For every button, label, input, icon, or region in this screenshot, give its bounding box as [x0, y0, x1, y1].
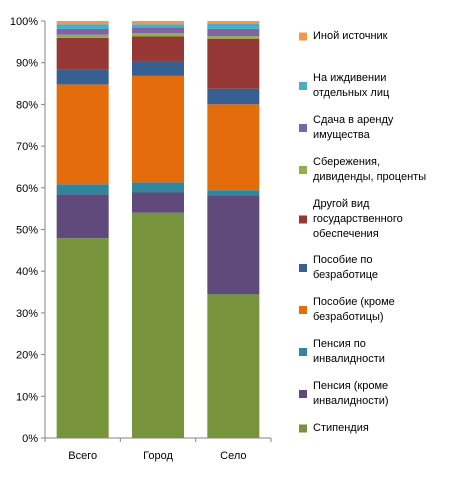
bar-segment [56, 34, 109, 38]
bar-segment [207, 28, 260, 37]
legend-label: Стипендия [313, 422, 369, 434]
y-tick-label: 60% [16, 183, 38, 195]
legend-marker [299, 424, 307, 433]
bar-segment [207, 294, 260, 438]
bar-segment [207, 104, 260, 191]
bar-segment [207, 195, 260, 295]
x-category-label: Всего [68, 450, 97, 462]
legend-marker [299, 166, 307, 174]
x-category-label: Село [220, 450, 246, 462]
bar-segment [56, 28, 109, 35]
legend-label: Пособие (кроме безработицы) [313, 296, 395, 323]
bar-segment [207, 23, 260, 29]
bar-segment [56, 69, 109, 85]
bar-segment [132, 182, 184, 193]
y-tick-label: 70% [16, 141, 38, 153]
legend-marker [299, 264, 307, 272]
bar-segment [56, 37, 109, 70]
legend-marker [299, 390, 307, 398]
y-tick-label: 100% [10, 16, 38, 28]
bar-segment [207, 36, 260, 39]
legend-label: Пособие по безработице [313, 254, 378, 281]
bar-segment [56, 84, 109, 185]
legend-marker [299, 215, 307, 224]
bar-segment [132, 33, 184, 37]
legend-marker [299, 124, 307, 132]
legend-label: Сдача в аренду имущества [313, 114, 394, 141]
legend-marker [299, 306, 307, 314]
legend-label: Другой вид государственного обеспечения [313, 198, 403, 240]
legend-label: Пенсия по инвалидности [313, 338, 385, 365]
bar-segment [132, 24, 184, 28]
bar-segment [132, 36, 184, 61]
bar-segment [207, 38, 260, 89]
bar-segment [56, 24, 109, 29]
bar-segment [132, 192, 184, 213]
bar-segment [132, 21, 184, 25]
legend-marker [299, 32, 307, 41]
x-category-label: Город [143, 450, 173, 462]
legend-marker [299, 82, 307, 90]
bar-segment [132, 212, 184, 438]
bar-segment [207, 21, 260, 24]
legend-label: Иной источник [313, 30, 388, 42]
y-tick-label: 90% [16, 58, 38, 70]
bar-segment [132, 60, 184, 76]
bar-segment [207, 190, 260, 196]
bar-segment [56, 21, 109, 25]
y-tick-label: 80% [16, 99, 38, 111]
legend-label: Пенсия (кроме инвалидности) [313, 380, 389, 407]
bar-segment [207, 88, 260, 105]
y-tick-label: 0% [22, 433, 38, 445]
bar-segment [56, 184, 109, 195]
legend-marker [299, 348, 307, 356]
bar-segment [56, 194, 109, 239]
y-tick-label: 20% [16, 350, 38, 362]
bar-segment [56, 238, 109, 438]
legend-label: Сбережения, дивиденды, проценты [313, 156, 426, 183]
y-tick-label: 50% [16, 225, 38, 237]
bar-segment [132, 75, 184, 183]
y-tick-label: 30% [16, 308, 38, 320]
legend-label: На иждивении отдельных лиц [313, 72, 390, 99]
y-tick-label: 40% [16, 266, 38, 278]
bar-segment [132, 27, 184, 34]
y-tick-label: 10% [16, 391, 38, 403]
